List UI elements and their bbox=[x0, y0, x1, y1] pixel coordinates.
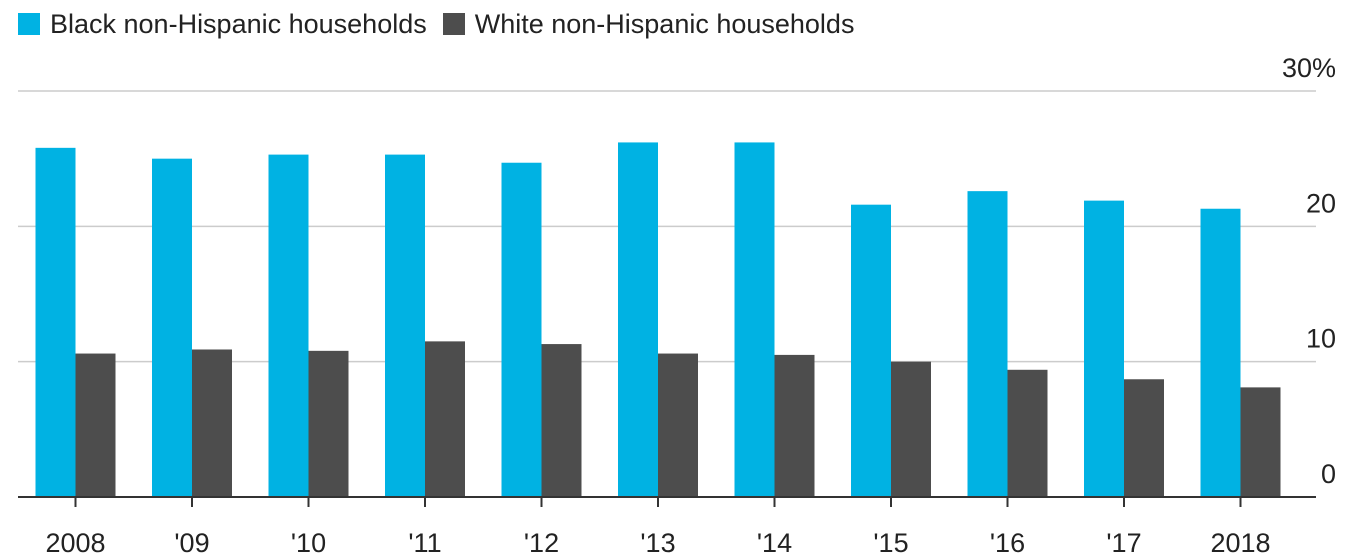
legend-swatch-black bbox=[18, 13, 40, 35]
bar-black-households bbox=[35, 147, 76, 497]
bar-black-households bbox=[1200, 208, 1241, 498]
bars bbox=[35, 142, 1281, 498]
bar-black-households bbox=[618, 142, 658, 497]
legend-swatch-white bbox=[442, 13, 465, 35]
bar-black-households bbox=[1084, 200, 1124, 497]
x-tick-label: '09 bbox=[174, 528, 209, 557]
x-tick-label: '10 bbox=[291, 528, 326, 557]
bar-white-households bbox=[75, 353, 116, 497]
bar-white-households bbox=[774, 354, 815, 497]
bar-white-households bbox=[192, 349, 232, 497]
x-tick-label: '14 bbox=[757, 528, 792, 557]
x-ticks: 2008 '09 '10 '11 '12 '13 '14 '15 '16 '17 2018 bbox=[45, 497, 1271, 557]
bar-white-households bbox=[891, 361, 931, 497]
x-tick-label: 2008 bbox=[45, 528, 105, 557]
bar-white-households bbox=[541, 344, 582, 497]
bar-white-households bbox=[308, 350, 349, 497]
x-tick-label: '11 bbox=[408, 528, 441, 557]
bar-white-households bbox=[658, 353, 698, 497]
x-tick-label: '13 bbox=[640, 528, 675, 557]
x-tick-label: '15 bbox=[873, 528, 908, 557]
legend-label-white: White non-Hispanic households bbox=[474, 8, 855, 39]
x-tick-label: '16 bbox=[990, 528, 1025, 557]
y-tick-label: 10 bbox=[1306, 324, 1336, 354]
bar-white-households bbox=[1007, 369, 1048, 497]
y-tick-label: 0 bbox=[1321, 459, 1336, 489]
bar-black-households bbox=[851, 204, 891, 497]
x-tick-label: '12 bbox=[524, 528, 559, 557]
bar-white-households bbox=[1240, 387, 1281, 497]
bar-black-households bbox=[501, 162, 542, 497]
bar-black-households bbox=[385, 154, 425, 497]
legend-item-white-households: White non-Hispanic households bbox=[442, 8, 855, 40]
bar-black-households bbox=[152, 158, 192, 497]
bar-black-households bbox=[734, 142, 775, 497]
legend-item-black-households: Black non-Hispanic households bbox=[18, 9, 427, 40]
bar-black-households bbox=[268, 154, 309, 497]
x-tick-label: 2018 bbox=[1210, 528, 1270, 557]
bar-white-households bbox=[1124, 379, 1164, 497]
y-tick-labels: 30% 20 10 0 bbox=[1282, 53, 1336, 489]
y-tick-label: 20 bbox=[1306, 188, 1336, 218]
y-tick-label: 30% bbox=[1282, 53, 1336, 83]
legend-label-black: Black non-Hispanic households bbox=[50, 8, 427, 39]
bar-black-households bbox=[967, 191, 1008, 497]
bar-white-households bbox=[425, 341, 465, 497]
legend: Black non-Hispanic households White non-… bbox=[18, 4, 854, 44]
x-tick-label: '17 bbox=[1106, 528, 1141, 557]
